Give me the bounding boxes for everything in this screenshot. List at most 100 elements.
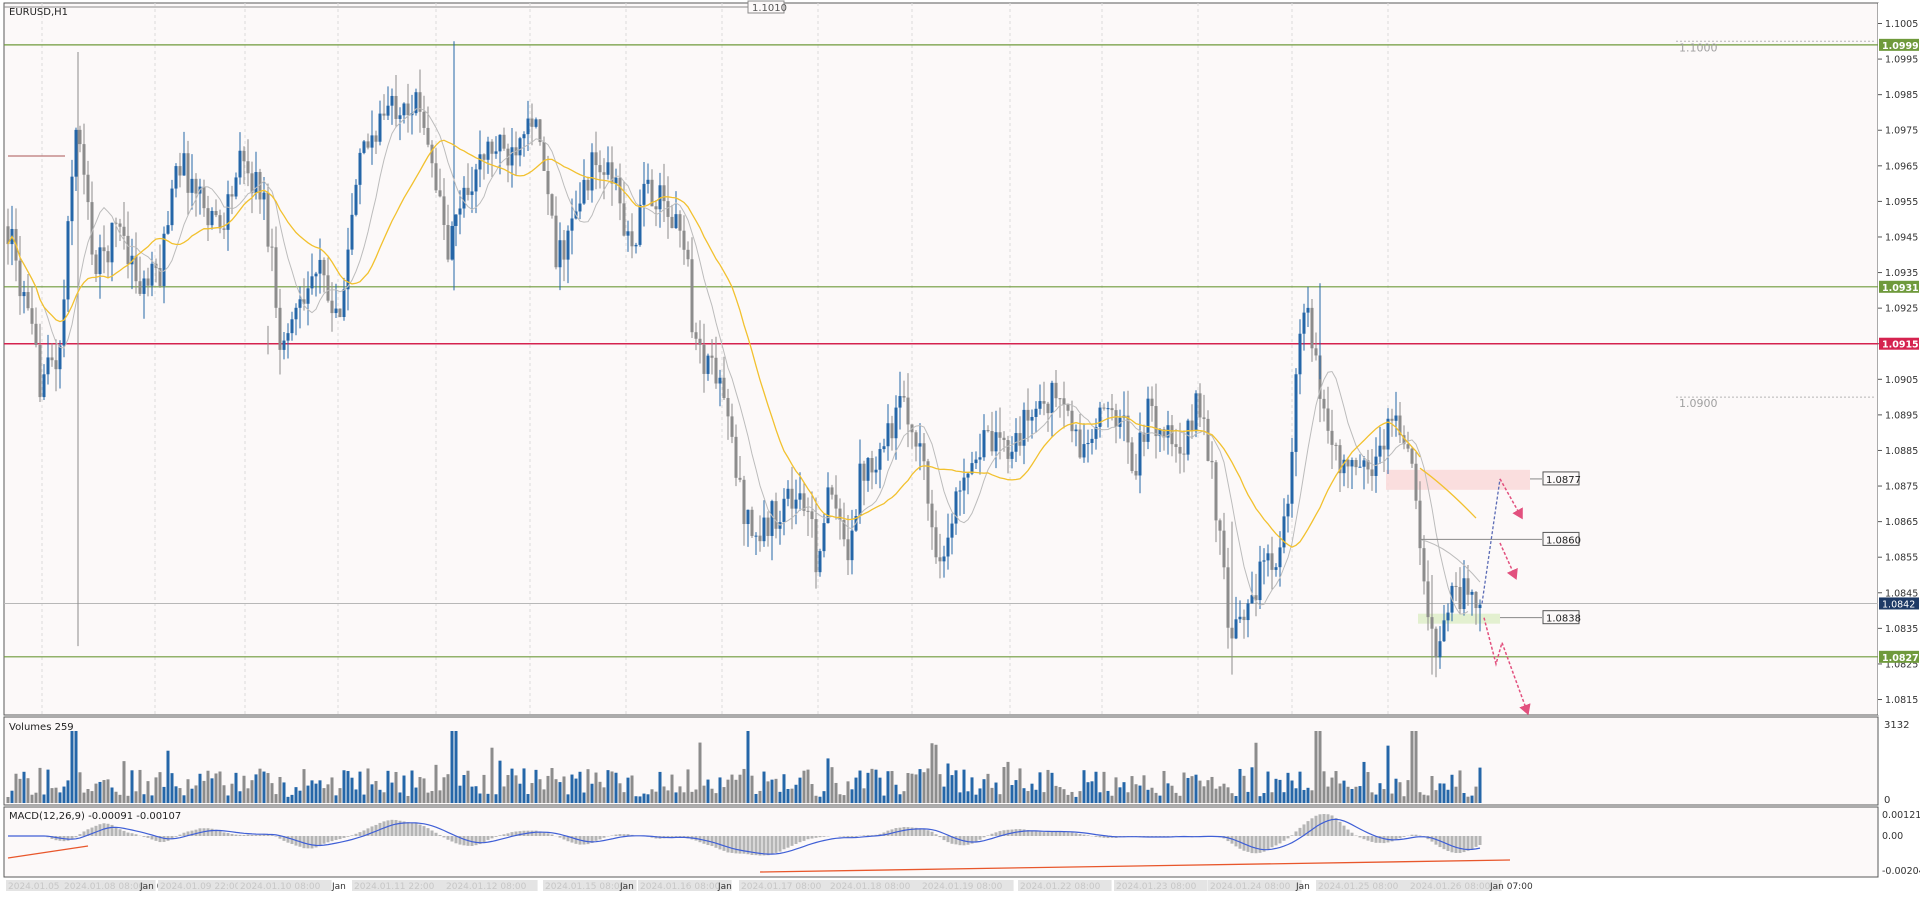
macd-hist-bar: [1363, 836, 1366, 839]
time-label: Jan: [619, 882, 634, 892]
volume-bar: [931, 743, 934, 803]
candle-body: [223, 228, 226, 229]
time-label: 2024.01.08 08:00: [64, 882, 145, 892]
macd-hist-bar: [251, 835, 254, 836]
volume-bar: [895, 785, 898, 803]
volume-bar: [291, 795, 294, 803]
volume-bar: [1155, 793, 1158, 803]
candle-body: [1135, 471, 1138, 476]
candle-body: [187, 153, 190, 193]
time-label: Jan 07:00: [1489, 882, 1533, 892]
candle-body: [315, 274, 318, 277]
macd-hist-bar: [423, 826, 426, 836]
candle-body: [435, 163, 438, 190]
volume-bar: [439, 790, 442, 803]
candle-body: [1307, 308, 1310, 313]
macd-hist-bar: [475, 836, 478, 845]
volume-bar: [943, 787, 946, 803]
volume-bar: [491, 748, 494, 803]
candle-body: [1239, 617, 1242, 620]
time-label: 2024.01.09 22:00: [160, 882, 241, 892]
candle-body: [63, 299, 66, 345]
volume-bar: [1267, 772, 1270, 803]
candle-body: [1275, 567, 1278, 570]
volume-bar: [295, 787, 298, 803]
candle-body: [335, 309, 338, 314]
macd-hist-bar: [443, 836, 446, 837]
candle-body: [235, 177, 238, 196]
candle-body: [239, 151, 242, 178]
volume-bar: [1043, 792, 1046, 803]
candle-body: [1175, 444, 1178, 447]
macd-hist-bar: [1067, 832, 1070, 836]
candle-body: [859, 464, 862, 516]
candle-body: [1447, 613, 1450, 621]
candle-body: [1363, 460, 1366, 466]
candle-body: [1331, 431, 1334, 445]
volume-bar: [531, 783, 534, 803]
candle-body: [979, 457, 982, 459]
candle-body: [243, 151, 246, 161]
candle-body: [295, 308, 298, 319]
candle-body: [995, 432, 998, 451]
candle-body: [999, 432, 1002, 438]
candle-body: [1467, 578, 1470, 594]
volume-bar: [1151, 788, 1154, 803]
volume-bar: [1071, 792, 1074, 803]
volume-bar: [739, 775, 742, 803]
volume-bar: [255, 774, 258, 803]
candle-body: [835, 495, 838, 509]
volume-bar: [775, 779, 778, 803]
candle-body: [1003, 438, 1006, 440]
candle-body: [59, 346, 62, 370]
macd-hist-bar: [1007, 830, 1010, 836]
volume-bar: [663, 786, 666, 803]
candle-body: [943, 556, 946, 561]
volume-bar: [991, 788, 994, 803]
macd-hist-bar: [387, 820, 390, 836]
macd-hist-bar: [1035, 831, 1038, 836]
volume-bar: [1119, 787, 1122, 803]
volume-bar: [279, 777, 282, 803]
volume-bar: [827, 758, 830, 803]
volume-bar: [179, 788, 182, 803]
volume-bar: [683, 792, 686, 803]
candle-body: [1423, 548, 1426, 581]
macd-hist-bar: [227, 833, 230, 836]
candle-body: [1443, 620, 1446, 641]
macd-hist-bar: [1355, 835, 1358, 836]
candle-body: [1439, 641, 1442, 657]
volume-bar: [1463, 793, 1466, 803]
volumes-panel[interactable]: Volumes 259: [4, 717, 1878, 805]
macd-hist-bar: [127, 833, 130, 836]
macd-hist-bar: [1367, 836, 1370, 841]
price-tick-label: 1.0895: [1885, 410, 1918, 421]
volume-bar: [587, 769, 590, 803]
volume-bar: [999, 794, 1002, 803]
macd-hist-bar: [931, 832, 934, 836]
volume-bar: [615, 773, 618, 803]
volume-bar: [687, 769, 690, 803]
macd-hist-bar: [419, 825, 422, 836]
price-scale[interactable]: 1.10051.09951.09851.09751.09651.09551.09…: [1878, 3, 1920, 715]
volume-bar: [631, 776, 634, 803]
macd-hist-bar: [543, 833, 546, 836]
volume-bar: [523, 768, 526, 803]
volume-bar: [1439, 783, 1442, 803]
candle-body: [1203, 417, 1206, 418]
volume-bar: [443, 777, 446, 803]
candle-body: [191, 179, 194, 193]
macd-hist-bar: [1311, 818, 1314, 836]
candle-body: [539, 119, 542, 142]
candle-body: [627, 231, 630, 235]
macd-hist-bar: [111, 825, 114, 836]
candle-body: [807, 511, 810, 512]
macd-hist-bar: [499, 835, 502, 836]
macd-panel[interactable]: MACD(12,26,9) -0.00091 -0.00107: [4, 807, 1878, 877]
candle-body: [483, 154, 486, 160]
macd-hist-bar: [711, 836, 714, 846]
candle-body: [1155, 406, 1158, 436]
